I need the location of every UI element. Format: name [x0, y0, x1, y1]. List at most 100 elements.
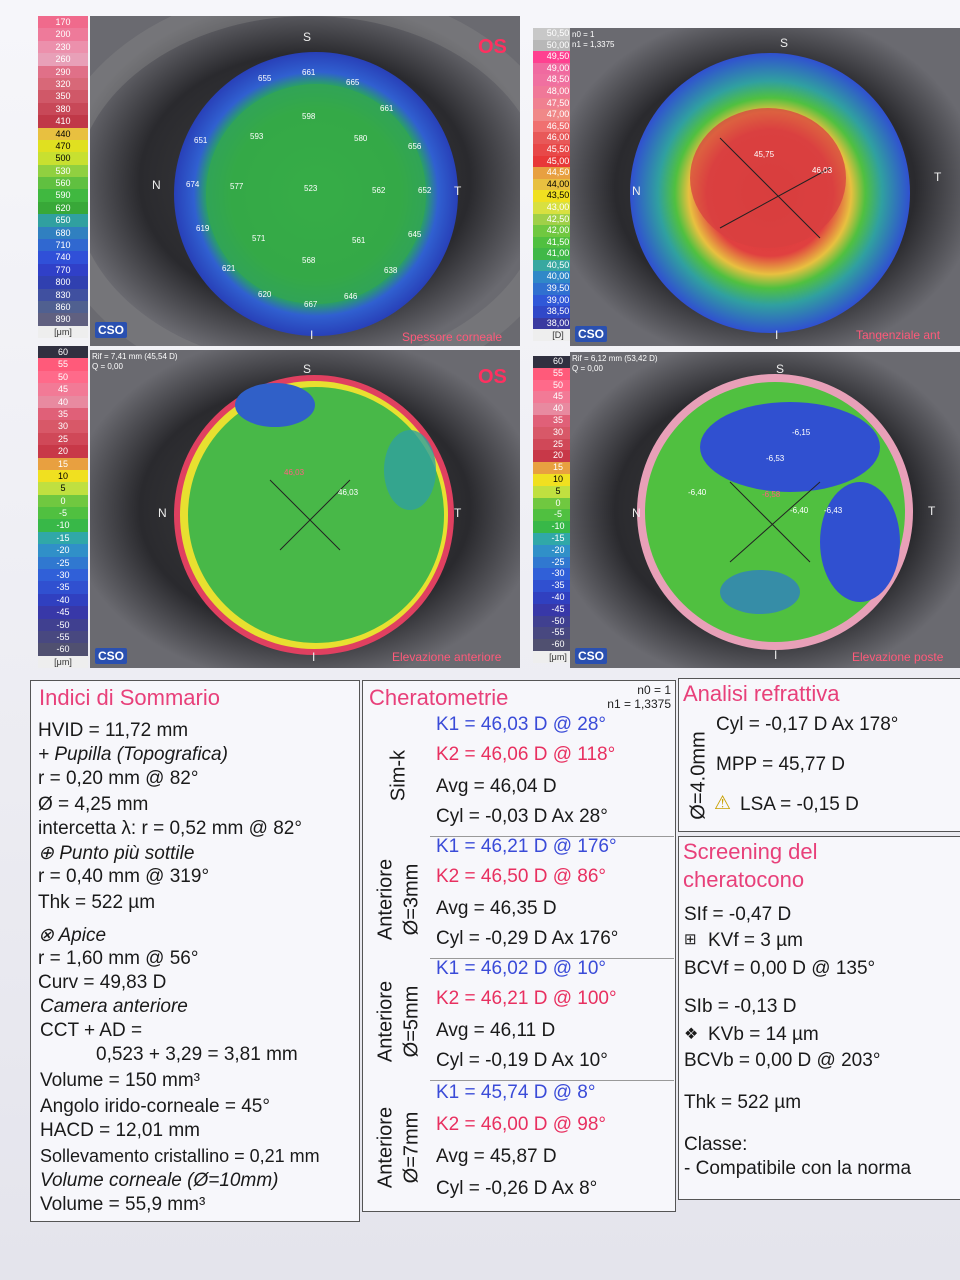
refr-lsa: LSA = -0,15 D [740, 794, 859, 815]
refr-cyl: Cyl = -0,17 D Ax 178° [716, 714, 899, 735]
scale-cell: -50 [533, 615, 583, 628]
elev-post-graphic [570, 352, 960, 668]
elev-ant-value: 46,03 [284, 468, 305, 477]
thk-value: 568 [302, 256, 316, 265]
scale-cell: 25 [533, 438, 583, 451]
scale-cell: 5 [533, 485, 583, 498]
scale-cell: 620 [38, 201, 88, 215]
scale-cell: -15 [38, 531, 88, 545]
cso-logo: CSO [95, 322, 128, 338]
scale-cell: 25 [38, 432, 88, 446]
scale-cell: -20 [38, 544, 88, 557]
scale-cell: -35 [38, 581, 88, 594]
dir-s: S [303, 362, 312, 376]
scale-cell: 45 [533, 391, 583, 404]
scale-cell: 38,50 [533, 306, 583, 318]
scale-cell: 48,00 [533, 85, 583, 98]
thk-value: 674 [186, 180, 200, 189]
elev-post-value: -6,40 [790, 506, 809, 515]
screen-bcvb: BCVb = 0,00 D @ 203° [684, 1050, 881, 1071]
thk-value: 619 [196, 224, 210, 233]
elevation-posterior-map: Rif = 6,12 mm (53,42 D) Q = 0,00 S N T I… [570, 352, 960, 668]
scale-cell: -60 [533, 639, 583, 651]
scale-cell: 35 [38, 407, 88, 421]
screening-panel: Screening del cheratocono [678, 836, 960, 1200]
scale-cell: 0 [38, 494, 88, 508]
summary-title: Indici di Sommario [39, 685, 220, 710]
scale-cell: 15 [533, 462, 583, 474]
elev-post-value: -6,43 [824, 506, 843, 515]
kerato-group-label: Anteriore [374, 858, 397, 941]
tan-value: 46,03 [812, 166, 833, 175]
summary-line: HACD = 12,01 mm [40, 1120, 200, 1141]
scale-cell: -40 [38, 593, 88, 607]
scale-cell: 60 [38, 346, 88, 359]
thk-value: 646 [344, 292, 358, 301]
dir-n: N [158, 506, 167, 520]
scale-cell: 0 [533, 497, 583, 510]
map-header: n0 = 1 [572, 30, 595, 39]
thk-value: 667 [304, 300, 318, 309]
dir-t: T [454, 506, 462, 520]
scale-cell: 45,00 [533, 155, 583, 168]
avg-value: Avg = 46,35 D [436, 898, 557, 919]
scale-cell: -40 [533, 591, 583, 604]
k2-value: K2 = 46,06 D @ 118° [436, 744, 616, 765]
scale-cell: 890 [38, 313, 88, 326]
dir-i: I [312, 650, 316, 664]
refractive-side-label: Ø=4.0mm [687, 731, 710, 820]
scale-cell: 50,00 [533, 39, 583, 52]
scale-cell: -10 [38, 519, 88, 532]
screening-title: Screening del [683, 839, 818, 864]
map-header: Q = 0,00 [92, 362, 123, 371]
scale-unit: [μm] [38, 325, 88, 338]
scale-cell: -60 [38, 643, 88, 656]
avg-value: Avg = 46,11 D [436, 1020, 556, 1041]
divider [430, 836, 674, 837]
scale-cell: 35 [533, 414, 583, 427]
thk-value: 620 [258, 290, 272, 299]
dir-s: S [776, 362, 785, 376]
dir-n: N [632, 184, 641, 198]
dir-t: T [454, 184, 462, 198]
dir-i: I [774, 648, 778, 662]
scale-cell: 860 [38, 300, 88, 314]
scale-cell: 50,50 [533, 28, 583, 40]
scale-cell: -30 [38, 569, 88, 582]
thickness-map: S N T I OS CSO Spessore corneale 655 661… [90, 16, 520, 346]
summary-line: CCT + AD = [40, 1020, 143, 1041]
scale-cell: 30 [38, 420, 88, 433]
summary-line: Angolo irido-corneale = 45° [40, 1096, 270, 1117]
cyl-value: Cyl = -0,19 D Ax 10° [436, 1050, 608, 1071]
elev-post-value: -6,53 [766, 454, 785, 463]
thk-value: 645 [408, 230, 422, 239]
map-header: Rif = 6,12 mm (53,42 D) [572, 354, 658, 363]
scale-cell: 39,50 [533, 283, 583, 295]
map-header: Rif = 7,41 mm (45,54 D) [92, 352, 178, 361]
scale-cell: 10 [38, 469, 88, 483]
scale-cell: 5 [38, 482, 88, 495]
cyl-value: Cyl = -0,03 D Ax 28° [436, 806, 608, 827]
thk-value: 656 [408, 142, 422, 151]
tangential-map: n0 = 1 n1 = 1,3375 S N T I CSO Tangenzia… [570, 28, 960, 346]
thk-value: 665 [346, 78, 360, 87]
dir-t: T [928, 504, 936, 518]
scale-cell: 46,50 [533, 120, 583, 133]
dir-n: N [152, 178, 161, 192]
screen-thk: Thk = 522 µm [684, 1092, 802, 1113]
scale-cell: 200 [38, 28, 88, 41]
thk-value: 580 [354, 134, 368, 143]
screen-sib: SIb = -0,13 D [684, 996, 797, 1017]
scale-cell: 50 [533, 379, 583, 392]
avg-value: Avg = 46,04 D [436, 776, 557, 797]
k1-value: K1 = 46,03 D @ 28° [436, 714, 607, 735]
scale-cell: 560 [38, 177, 88, 190]
os-label: OS [478, 366, 507, 388]
scale-cell: 42,00 [533, 225, 583, 237]
avg-value: Avg = 45,87 D [436, 1146, 557, 1167]
thk-value: 562 [372, 186, 386, 195]
map-header: Q = 0,00 [572, 364, 603, 373]
scale-cell: 470 [38, 139, 88, 153]
map-header: n1 = 1,3375 [572, 40, 615, 49]
thk-value: 638 [384, 266, 398, 275]
